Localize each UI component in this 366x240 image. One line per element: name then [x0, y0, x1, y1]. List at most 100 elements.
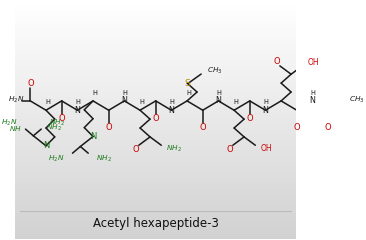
Bar	[15, 140, 296, 141]
Bar	[15, 104, 296, 106]
Bar	[15, 153, 296, 155]
Bar	[15, 54, 296, 56]
Bar	[15, 151, 296, 152]
Bar	[15, 24, 296, 26]
Bar	[15, 73, 296, 75]
Bar	[15, 87, 296, 88]
Bar	[15, 189, 296, 190]
Bar	[15, 181, 296, 182]
Bar	[15, 113, 296, 114]
Text: N: N	[122, 96, 127, 105]
Text: N: N	[43, 141, 49, 150]
Bar	[15, 102, 296, 103]
Bar	[15, 126, 296, 127]
Bar	[15, 101, 296, 102]
Bar	[15, 14, 296, 15]
Text: N: N	[262, 106, 268, 115]
Text: $H_2N$: $H_2N$	[48, 154, 64, 164]
Bar	[15, 224, 296, 225]
Text: OH: OH	[260, 144, 272, 153]
Bar	[15, 169, 296, 170]
Text: $NH$: $NH$	[9, 124, 22, 133]
Bar	[15, 56, 296, 57]
Bar	[15, 133, 296, 134]
Bar	[15, 90, 296, 91]
Bar	[15, 112, 296, 113]
Bar	[15, 214, 296, 216]
Bar	[15, 100, 296, 101]
Bar	[15, 63, 296, 64]
Bar	[15, 182, 296, 183]
Bar	[15, 60, 296, 61]
Bar	[15, 158, 296, 159]
Bar	[15, 13, 296, 14]
Text: N: N	[74, 106, 80, 115]
Bar	[15, 134, 296, 136]
Bar	[15, 109, 296, 110]
Bar	[15, 99, 296, 100]
Bar	[15, 137, 296, 138]
Bar	[15, 211, 296, 212]
Bar	[15, 192, 296, 193]
Bar	[15, 29, 296, 30]
Bar	[15, 76, 296, 77]
Bar	[15, 115, 296, 116]
Bar	[15, 173, 296, 174]
Text: $NH_2$: $NH_2$	[46, 123, 62, 133]
Text: O: O	[273, 57, 280, 66]
Text: O: O	[294, 123, 300, 132]
Bar	[15, 186, 296, 187]
Bar	[15, 70, 296, 71]
Bar	[15, 9, 296, 10]
Text: O: O	[27, 79, 34, 88]
Bar	[15, 210, 296, 211]
Bar	[15, 84, 296, 85]
Bar	[15, 131, 296, 132]
Bar	[15, 10, 296, 12]
Bar	[15, 107, 296, 108]
Bar	[15, 40, 296, 41]
Bar	[15, 147, 296, 149]
Bar	[15, 236, 296, 237]
Text: H: H	[75, 99, 80, 105]
Bar	[15, 145, 296, 146]
Bar	[15, 108, 296, 109]
Bar	[15, 97, 296, 99]
Bar	[15, 91, 296, 93]
Bar	[15, 206, 296, 207]
Bar	[15, 57, 296, 58]
Bar	[15, 6, 296, 7]
Bar	[15, 212, 296, 213]
Bar	[15, 122, 296, 124]
Bar	[15, 52, 296, 53]
Bar	[15, 216, 296, 217]
Bar	[15, 67, 296, 69]
Bar	[15, 168, 296, 169]
Bar	[15, 103, 296, 104]
Bar	[15, 82, 296, 83]
Bar	[15, 58, 296, 59]
Bar	[15, 45, 296, 46]
Bar	[15, 66, 296, 67]
Bar	[15, 218, 296, 219]
Bar	[15, 190, 296, 192]
Bar	[15, 180, 296, 181]
Bar	[15, 217, 296, 218]
Bar	[15, 141, 296, 143]
Bar	[15, 72, 296, 73]
Bar	[15, 223, 296, 224]
Text: H: H	[169, 99, 174, 105]
Bar	[15, 15, 296, 16]
Bar	[15, 32, 296, 33]
Bar	[15, 120, 296, 121]
Bar	[15, 152, 296, 153]
Text: $NH_2$: $NH_2$	[96, 154, 112, 164]
Text: O: O	[152, 114, 159, 123]
Text: $CH_3$: $CH_3$	[349, 94, 365, 105]
Bar	[15, 81, 296, 82]
Bar	[15, 132, 296, 133]
Bar	[15, 38, 296, 39]
Bar	[15, 119, 296, 120]
Text: H: H	[122, 90, 127, 96]
Bar	[15, 193, 296, 194]
